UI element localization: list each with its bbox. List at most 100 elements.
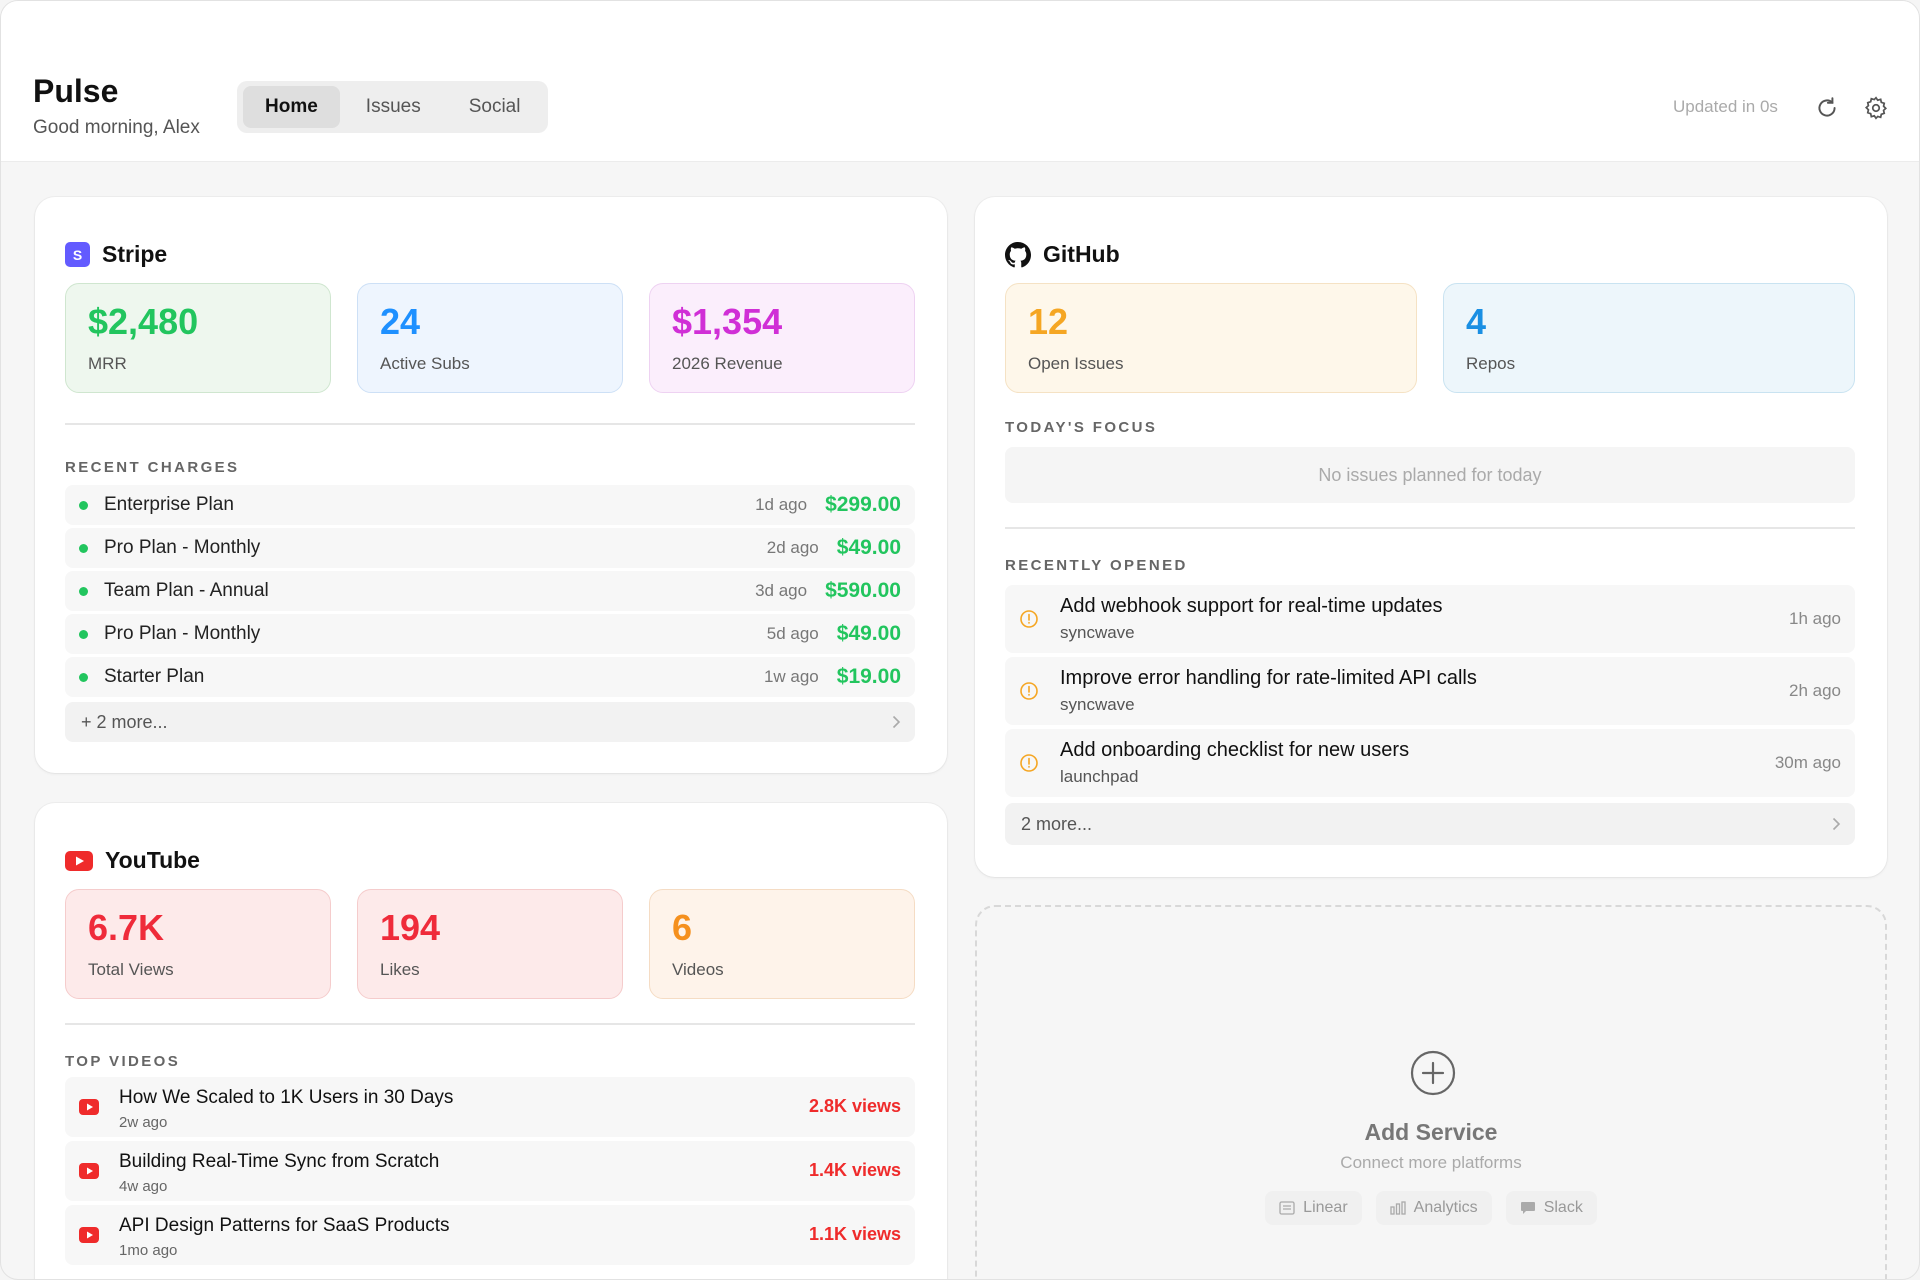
chip-analytics[interactable]: Analytics [1375, 1191, 1492, 1225]
status-dot [79, 543, 88, 553]
greeting-text: Good morning, Alex [33, 117, 200, 138]
service-chips: Linear Analytics Slack [977, 1191, 1885, 1225]
charge-amount: $49.00 [836, 622, 901, 645]
bar-chart-icon [1390, 1201, 1406, 1215]
chevron-right-icon [892, 715, 901, 729]
stat-repos-label: Repos [1466, 353, 1516, 373]
github-card-title: GitHub [1005, 241, 1120, 268]
youtube-video-icon [79, 1099, 99, 1115]
video-row[interactable]: How We Scaled to 1K Users in 30 Days 2w … [65, 1077, 915, 1137]
add-service-subtitle: Connect more platforms [1340, 1153, 1522, 1172]
charge-amount: $590.00 [825, 579, 901, 602]
youtube-video-icon [79, 1227, 99, 1243]
stripe-title: Stripe [102, 241, 168, 267]
chip-slack[interactable]: Slack [1505, 1191, 1597, 1225]
issue-title: Add webhook support for real-time update… [1060, 595, 1443, 617]
more-issues-label: 2 more... [1021, 813, 1093, 834]
more-charges-label: + 2 more... [81, 711, 168, 732]
video-views: 1.1K views [808, 1224, 901, 1244]
tab-social[interactable]: Social [468, 96, 521, 117]
stat-repos-value: 4 [1466, 301, 1487, 342]
charge-time: 1w ago [763, 667, 819, 686]
add-service-card[interactable]: Add Service Connect more platforms Linea… [975, 905, 1887, 1279]
charge-name: Pro Plan - Monthly [104, 623, 261, 644]
video-views: 1.4K views [808, 1160, 901, 1180]
recently-opened-heading: RECENTLY OPENED [1005, 557, 1188, 574]
charge-time: 3d ago [755, 581, 808, 600]
status-dot [79, 586, 88, 596]
video-title: How We Scaled to 1K Users in 30 Days [119, 1087, 454, 1108]
recent-charges-heading: RECENT CHARGES [65, 459, 240, 476]
issue-row[interactable]: Add webhook support for real-time update… [1005, 585, 1855, 653]
status-dot [79, 629, 88, 639]
add-service-title: Add Service [1364, 1119, 1498, 1145]
charge-name: Starter Plan [104, 666, 205, 687]
youtube-card-title: YouTube [65, 847, 200, 874]
more-charges-button[interactable]: + 2 more... [65, 702, 915, 742]
stat-likes: 194 Likes [357, 889, 623, 999]
github-card: GitHub 12 Open Issues 4 Repos TODAY'S FO… [975, 197, 1887, 877]
video-row[interactable]: Building Real-Time Sync from Scratch 4w … [65, 1141, 915, 1201]
github-title: GitHub [1043, 241, 1120, 267]
issue-row[interactable]: Add onboarding checklist for new users l… [1005, 729, 1855, 797]
stripe-card-title: S Stripe [65, 241, 167, 268]
updated-status: Updated in 0s [1673, 97, 1778, 116]
issue-repo: syncwave [1060, 695, 1135, 714]
more-issues-button[interactable]: 2 more... [1005, 803, 1855, 845]
stat-total-views-value: 6.7K [88, 907, 165, 948]
status-dot [79, 500, 88, 510]
youtube-title: YouTube [105, 847, 200, 873]
app-title: Pulse [33, 73, 119, 109]
charge-amount: $299.00 [825, 493, 901, 516]
issue-row[interactable]: Improve error handling for rate-limited … [1005, 657, 1855, 725]
divider [65, 423, 915, 425]
stat-likes-label: Likes [380, 959, 420, 979]
stat-active-subs: 24 Active Subs [357, 283, 623, 393]
stat-revenue-label: 2026 Revenue [672, 353, 783, 373]
issue-time: 30m ago [1774, 753, 1841, 772]
status-dot [79, 672, 88, 682]
issue-open-icon [1020, 610, 1038, 628]
stat-active-subs-value: 24 [380, 301, 421, 342]
chip-analytics-label: Analytics [1413, 1199, 1478, 1216]
linear-doc-icon [1279, 1201, 1295, 1215]
tab-home[interactable]: Home [243, 86, 340, 128]
charge-row[interactable]: Pro Plan - Monthly 5d ago $49.00 [65, 614, 915, 654]
chip-linear-label: Linear [1303, 1199, 1348, 1216]
todays-focus-heading: TODAY'S FOCUS [1005, 419, 1158, 436]
charge-time: 1d ago [755, 495, 808, 514]
divider [65, 1023, 915, 1025]
refresh-icon[interactable] [1814, 95, 1840, 121]
youtube-logo-icon [65, 850, 93, 871]
main-tabs: Home Issues Social [237, 81, 549, 133]
issue-time: 2h ago [1789, 681, 1841, 700]
tab-issues[interactable]: Issues [365, 96, 421, 117]
video-row[interactable]: API Design Patterns for SaaS Products 1m… [65, 1205, 915, 1265]
chip-linear[interactable]: Linear [1265, 1191, 1362, 1225]
charge-row[interactable]: Pro Plan - Monthly 2d ago $49.00 [65, 528, 915, 568]
video-age: 2w ago [119, 1114, 168, 1131]
stat-mrr: $2,480 MRR [65, 283, 331, 393]
issue-repo: syncwave [1060, 623, 1135, 642]
youtube-card: YouTube 6.7K Total Views 194 Likes 6 Vid… [35, 803, 947, 1279]
add-circle-icon[interactable] [1409, 1049, 1457, 1097]
charge-name: Pro Plan - Monthly [104, 537, 261, 558]
video-views: 2.8K views [808, 1096, 901, 1116]
youtube-video-icon [79, 1163, 99, 1179]
chevron-right-icon [1832, 817, 1841, 831]
stat-videos-label: Videos [672, 959, 724, 979]
charge-row[interactable]: Team Plan - Annual 3d ago $590.00 [65, 571, 915, 611]
stat-open-issues-value: 12 [1028, 301, 1069, 342]
settings-gear-icon[interactable] [1863, 95, 1889, 121]
charge-row[interactable]: Enterprise Plan 1d ago $299.00 [65, 485, 915, 525]
charge-row[interactable]: Starter Plan 1w ago $19.00 [65, 657, 915, 697]
chip-slack-label: Slack [1543, 1199, 1583, 1216]
divider [1005, 527, 1855, 529]
issue-open-icon [1020, 754, 1038, 772]
todays-focus-empty: No issues planned for today [1005, 447, 1855, 503]
charge-name: Team Plan - Annual [104, 580, 269, 601]
issue-open-icon [1020, 682, 1038, 700]
chat-bubble-icon [1520, 1202, 1535, 1214]
issue-title: Improve error handling for rate-limited … [1060, 667, 1477, 689]
